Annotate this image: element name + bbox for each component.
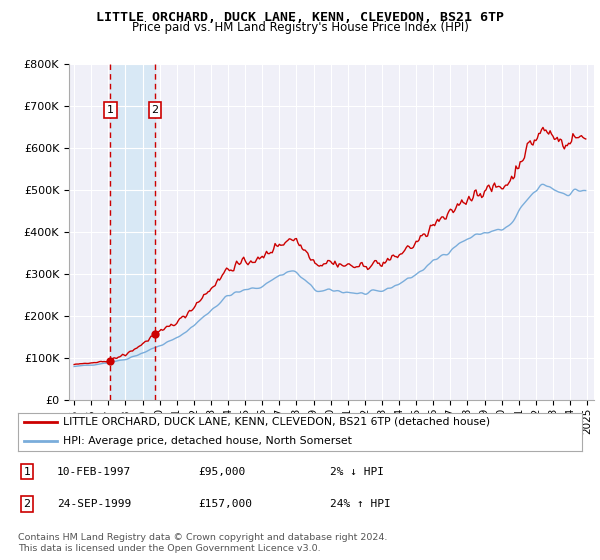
Text: 2% ↓ HPI: 2% ↓ HPI: [330, 466, 384, 477]
Text: £95,000: £95,000: [198, 466, 245, 477]
Bar: [110, 64, 155, 400]
Text: 10-FEB-1997: 10-FEB-1997: [57, 466, 131, 477]
Text: Price paid vs. HM Land Registry's House Price Index (HPI): Price paid vs. HM Land Registry's House …: [131, 21, 469, 34]
Text: 2: 2: [23, 499, 31, 509]
Text: £157,000: £157,000: [198, 499, 252, 509]
Text: HPI: Average price, detached house, North Somerset: HPI: Average price, detached house, Nort…: [63, 436, 352, 446]
Text: Contains HM Land Registry data © Crown copyright and database right 2024.
This d: Contains HM Land Registry data © Crown c…: [18, 533, 388, 553]
Text: LITTLE ORCHARD, DUCK LANE, KENN, CLEVEDON, BS21 6TP: LITTLE ORCHARD, DUCK LANE, KENN, CLEVEDO…: [96, 11, 504, 24]
Text: 1: 1: [23, 466, 31, 477]
Text: 1: 1: [107, 105, 114, 115]
Text: LITTLE ORCHARD, DUCK LANE, KENN, CLEVEDON, BS21 6TP (detached house): LITTLE ORCHARD, DUCK LANE, KENN, CLEVEDO…: [63, 417, 490, 427]
Text: 24-SEP-1999: 24-SEP-1999: [57, 499, 131, 509]
Text: 24% ↑ HPI: 24% ↑ HPI: [330, 499, 391, 509]
Text: 2: 2: [151, 105, 158, 115]
